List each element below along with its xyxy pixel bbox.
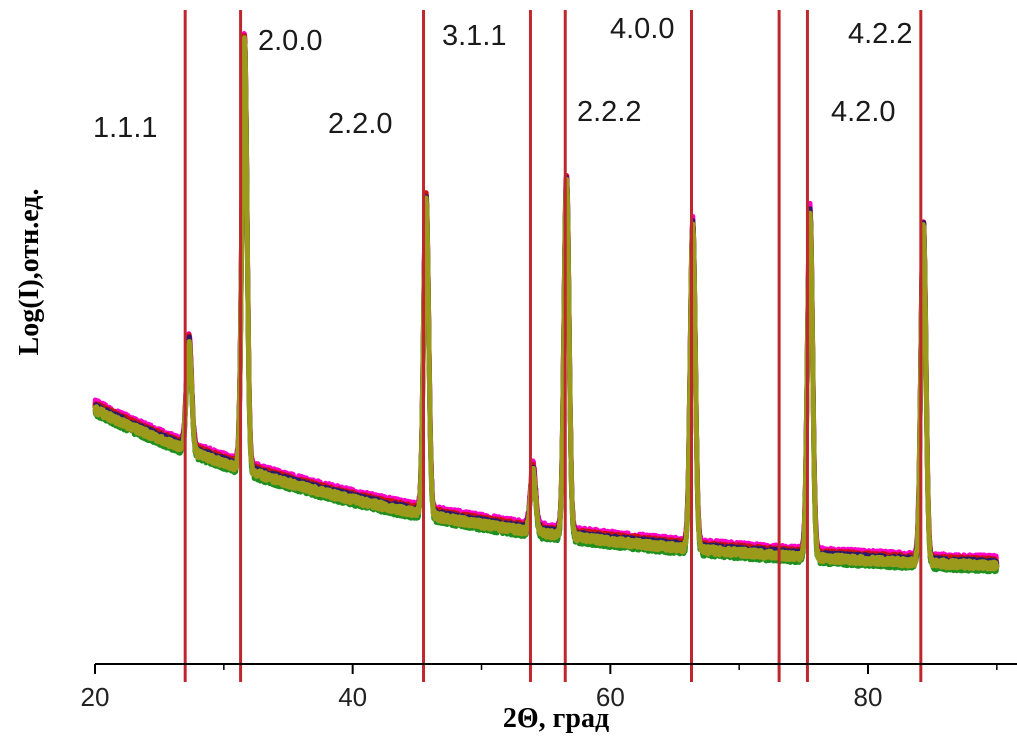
peak-label: 2.2.2 (577, 96, 642, 128)
peak-label: 2.2.0 (328, 108, 393, 140)
peak-label: 1.1.1 (93, 112, 158, 144)
x-tick-label: 20 (81, 682, 110, 712)
spectrum-series (92, 31, 1000, 575)
y-axis-title: Log(I),отн.ед. (14, 189, 45, 356)
peak-label: 2.0.0 (258, 25, 323, 57)
peak-label: 4.2.2 (848, 18, 913, 50)
series-line (92, 35, 1000, 572)
x-axis-title: 2Θ, град (503, 703, 609, 734)
peak-label: 4.0.0 (610, 13, 675, 45)
x-tick-label: 80 (854, 682, 883, 712)
peak-label: 3.1.1 (442, 20, 507, 52)
reference-lines (183, 10, 923, 682)
peak-labels: 1.1.1 2.0.0 2.2.0 3.1.1 2.2.2 4.0.0 4.2.0 4.2.2 (93, 13, 913, 144)
x-axis-ticks: 20 40 60 80 (81, 664, 998, 712)
x-tick-label: 40 (338, 682, 367, 712)
peak-label: 4.2.0 (831, 96, 896, 128)
x-tick-label: 60 (596, 682, 625, 712)
